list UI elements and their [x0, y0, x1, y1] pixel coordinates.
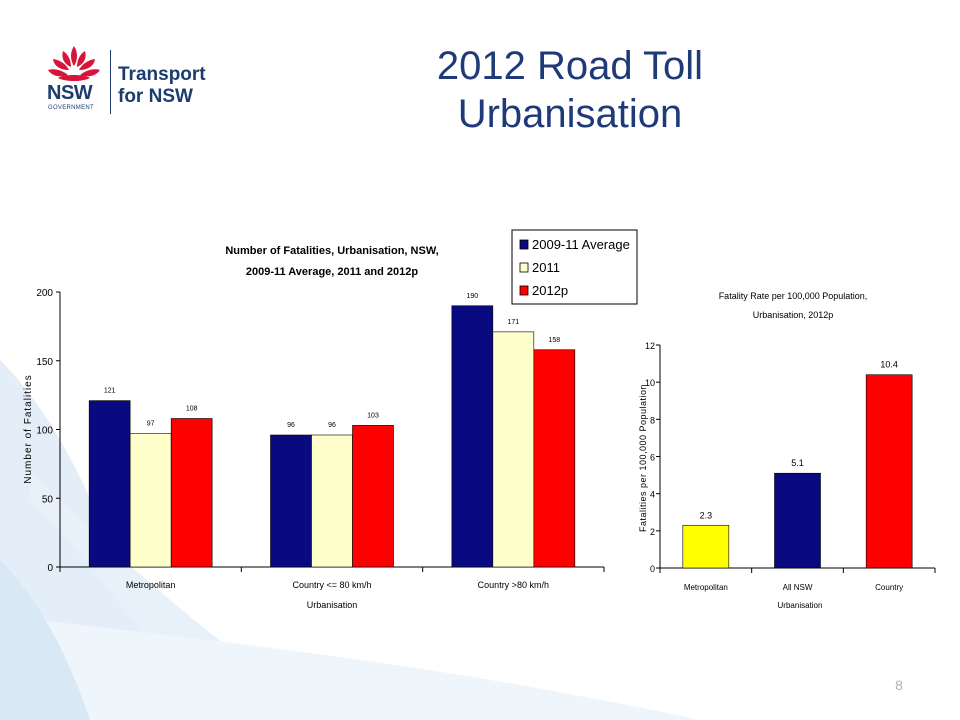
chart1-bar — [451, 305, 494, 568]
chart1-bar — [492, 331, 535, 568]
chart2-title-line2: Urbanisation, 2012p — [753, 310, 834, 320]
chart1-data-label: 96 — [287, 422, 295, 429]
slide-title: 2012 Road Toll Urbanisation — [380, 42, 760, 138]
chart1-bar — [533, 349, 576, 568]
chart2-y-tick-label: 8 — [650, 415, 655, 425]
chart1-category-label: Country <= 80 km/h — [292, 580, 371, 590]
chart1-bar — [270, 434, 312, 568]
chart1-bar — [129, 433, 172, 568]
chart2-y-axis-label: Fatalities per 100,000 Population — [638, 384, 648, 532]
chart2-y-tick-label: 2 — [650, 527, 655, 537]
chart2-title-line1: Fatality Rate per 100,000 Population, — [719, 291, 868, 301]
chart2-bar — [682, 524, 730, 569]
chart2-y-tick-label: 10 — [645, 378, 655, 388]
transport-nsw-logo: NSW GOVERNMENT Transport for NSW — [44, 42, 244, 122]
slide-title-line2: Urbanisation — [457, 92, 683, 136]
chart1-category-label: Metropolitan — [126, 580, 176, 590]
chart1-bar — [170, 418, 213, 568]
chart2-bar — [774, 472, 821, 569]
chart1-bar — [352, 425, 394, 568]
logo-transport-text: Transport — [118, 64, 206, 85]
chart1-title-line1: Number of Fatalities, Urbanisation, NSW, — [225, 245, 438, 257]
chart2-data-label: 5.1 — [791, 458, 804, 468]
chart1-data-label: 190 — [466, 293, 478, 300]
chart1-legend-label: 2012p — [532, 283, 568, 298]
chart2-x-axis-label: Urbanisation — [778, 601, 823, 610]
chart2-y-tick-label: 0 — [650, 564, 655, 574]
slide-title-line1: 2012 Road Toll — [436, 44, 704, 88]
chart1-y-tick-label: 100 — [36, 426, 53, 437]
chart2-data-label: 10.4 — [880, 360, 898, 370]
chart2-category-label: Metropolitan — [684, 583, 728, 592]
chart1-legend-swatch — [519, 262, 529, 273]
chart1-title-line2: 2009-11 Average, 2011 and 2012p — [246, 266, 419, 278]
chart1-data-label: 171 — [507, 319, 519, 326]
logo-government-text: GOVERNMENT — [48, 105, 95, 111]
logo-divider — [110, 50, 111, 114]
chart1-y-tick-label: 50 — [42, 494, 54, 505]
chart1-category-label: Country >80 km/h — [478, 580, 549, 590]
chart1-y-tick-label: 0 — [47, 563, 53, 574]
chart1-legend-swatch — [519, 285, 529, 296]
chart1-bar — [88, 400, 131, 568]
chart1-y-tick-label: 150 — [36, 357, 53, 368]
chart2-category-label: Country — [875, 583, 903, 592]
page-number: 8 — [895, 677, 903, 693]
chart1-legend-label: 2009-11 Average — [532, 237, 630, 252]
chart1-y-axis-label: Number of Fatalities — [23, 374, 34, 483]
logo-nsw-text: NSW — [47, 82, 93, 104]
chart2-y-tick-label: 4 — [650, 490, 655, 500]
waratah-icon — [48, 46, 100, 81]
chart2-category-label: All NSW — [783, 583, 813, 592]
chart2-y-tick-label: 6 — [650, 453, 655, 463]
chart1-bar — [311, 434, 353, 568]
chart2-data-label: 2.3 — [700, 510, 713, 520]
chart1-data-label: 121 — [104, 388, 116, 395]
logo-for-nsw-text: for NSW — [118, 86, 193, 107]
chart1-data-label: 108 — [186, 406, 198, 413]
chart1-data-label: 97 — [147, 421, 155, 428]
chart2-bar — [865, 374, 913, 569]
chart1-x-axis-label: Urbanisation — [307, 600, 358, 610]
chart1-data-label: 103 — [367, 412, 379, 419]
chart1-legend-box — [511, 229, 638, 305]
chart1-legend-label: 2011 — [532, 260, 560, 275]
chart1-y-tick-label: 200 — [36, 288, 53, 299]
chart2-y-tick-label: 12 — [645, 341, 655, 351]
chart1-data-label: 158 — [548, 337, 560, 344]
chart1-data-label: 96 — [328, 422, 336, 429]
chart1-legend-swatch — [519, 239, 529, 250]
